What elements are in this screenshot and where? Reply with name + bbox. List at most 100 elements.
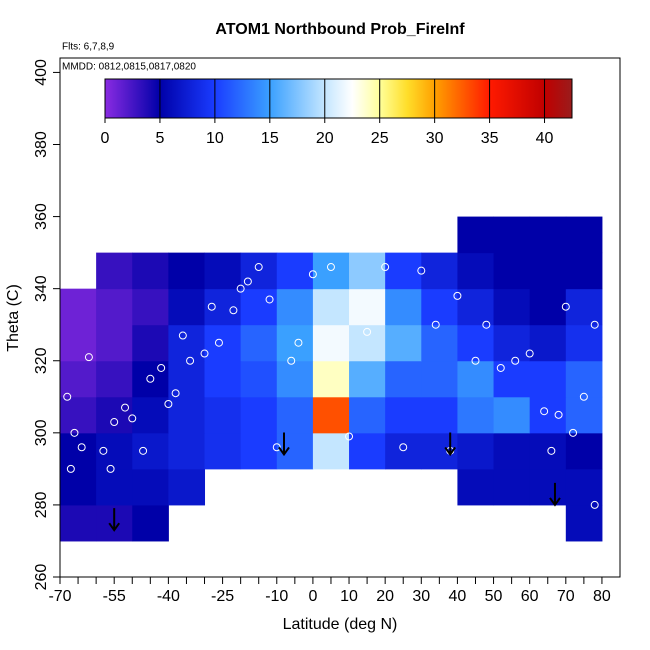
colorbar-tick-label: 20 (316, 130, 334, 147)
x-tick-label: 20 (376, 588, 394, 605)
flight-point (345, 432, 354, 441)
flight-point (63, 392, 72, 401)
heat-cell (349, 288, 386, 326)
heat-cell (457, 324, 495, 362)
colorbar-tick-label: 10 (206, 130, 224, 147)
heat-cell (493, 324, 531, 362)
y-tick-label: 280 (33, 491, 50, 518)
flight-point (164, 400, 173, 408)
heat-cell (493, 468, 531, 506)
colorbar-tick-label: 0 (101, 130, 110, 147)
flight-point (146, 374, 155, 383)
flight-point (561, 302, 570, 311)
colorbar (104, 78, 573, 119)
heat-cell (457, 216, 495, 254)
flight-point (254, 263, 263, 272)
heat-cell (240, 432, 278, 470)
heat-cell (276, 396, 314, 434)
heat-cell (60, 504, 97, 542)
heat-cell (60, 432, 97, 470)
heat-cell (276, 288, 314, 326)
flight-point (590, 500, 599, 509)
heat-cell (60, 360, 97, 398)
y-tick-label: 360 (33, 203, 50, 230)
heat-cell (565, 288, 603, 326)
heat-cell (168, 252, 206, 290)
plot-frame (59, 57, 621, 578)
flight-point (171, 389, 180, 398)
heat-cell (421, 324, 458, 362)
heat-cell (385, 288, 422, 326)
heat-cell (349, 360, 386, 398)
heat-cell (96, 288, 133, 326)
heat-cell (96, 252, 133, 290)
flight-point (214, 338, 223, 347)
heat-cell (385, 252, 422, 290)
flight-point (471, 356, 480, 365)
heat-cell (60, 396, 97, 434)
heat-cell (529, 324, 567, 362)
flight-point (139, 446, 148, 455)
heat-cell (204, 360, 242, 398)
y-tick-label: 260 (33, 564, 50, 591)
x-tick-label: 30 (412, 588, 430, 605)
heat-cell (493, 360, 531, 398)
flight-point (294, 338, 303, 347)
heat-cell (385, 360, 422, 398)
x-tick-label: -40 (157, 588, 180, 605)
heat-cell (132, 252, 169, 290)
heat-cell (132, 432, 169, 470)
flight-point (554, 410, 563, 419)
x-tick-label: -70 (48, 588, 71, 605)
heat-cell (529, 252, 567, 290)
colorbar-tick-label: 15 (261, 130, 279, 147)
heat-cell (565, 396, 603, 434)
flight-point (326, 263, 335, 272)
heat-cell (312, 432, 350, 470)
heat-cell (168, 432, 206, 470)
heat-cell (565, 252, 603, 290)
heat-cell (493, 288, 531, 326)
flight-point (128, 414, 137, 423)
field (60, 216, 603, 542)
flight-point (579, 392, 588, 401)
flight-point (99, 446, 108, 455)
x-tick-label: -55 (103, 588, 126, 605)
x-tick-label: 70 (557, 588, 575, 605)
flight-point (84, 353, 93, 362)
heat-cell (421, 252, 458, 290)
flight-point (363, 327, 372, 336)
heat-cell (421, 396, 458, 434)
heat-cell (132, 504, 169, 542)
heat-cell (493, 252, 531, 290)
heat-cell (168, 360, 206, 398)
flight-point (110, 418, 119, 427)
heat-cell (96, 360, 133, 398)
heat-cell (96, 432, 133, 470)
flight-point (399, 443, 408, 452)
heat-cell (421, 360, 458, 398)
heat-cell (457, 432, 495, 470)
arrow (108, 508, 121, 532)
flight-point (236, 284, 245, 293)
flight-point (157, 363, 166, 372)
heat-cell (493, 432, 531, 470)
flight-point (525, 349, 534, 358)
heat-cell (457, 360, 495, 398)
heat-cell (204, 252, 242, 290)
heat-cell (529, 216, 567, 254)
flight-point (186, 356, 195, 365)
heat-cell (565, 504, 603, 542)
heat-cell (96, 468, 133, 506)
heat-cell (132, 360, 169, 398)
flight-point (417, 266, 426, 275)
heat-cell (312, 396, 350, 434)
heat-cell (385, 396, 422, 434)
flight-point (308, 270, 317, 279)
heat-cell (60, 324, 97, 362)
heat-cell (457, 288, 495, 326)
heat-cell (60, 468, 97, 506)
y-axis-label: Theta (C) (5, 284, 22, 352)
heat-cell (349, 432, 386, 470)
heat-cell (132, 396, 169, 434)
